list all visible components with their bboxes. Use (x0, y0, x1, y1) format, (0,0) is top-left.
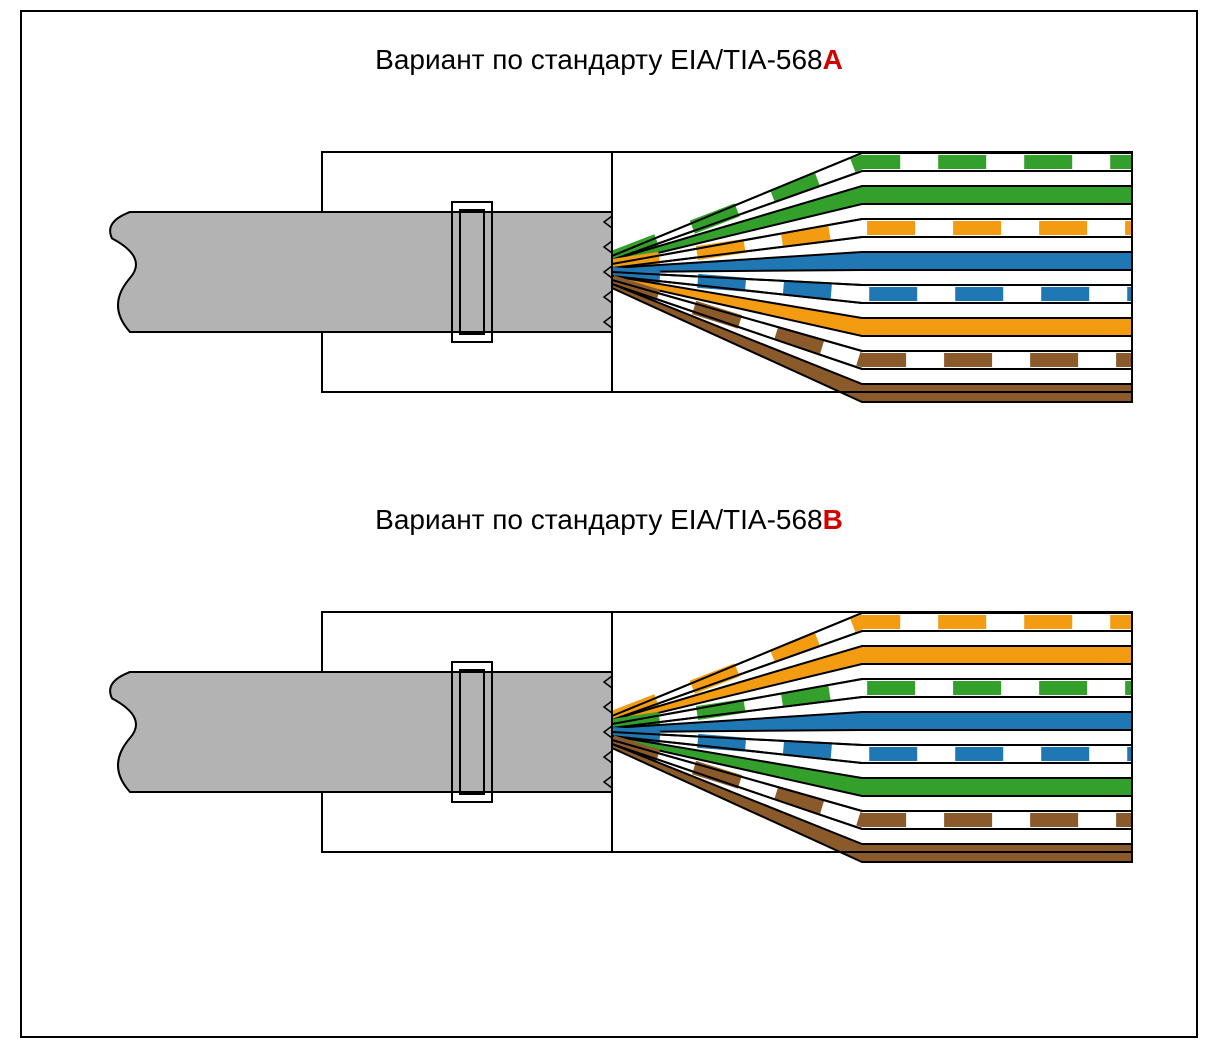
diagram-568b (22, 542, 1200, 922)
outer-frame: Вариант по стандарту EIA/TIA-568A Вариан… (20, 10, 1198, 1038)
title-568a: Вариант по стандарту EIA/TIA-568A (22, 44, 1196, 76)
title-568b-suffix: B (823, 504, 843, 535)
title-568b-prefix: Вариант по стандарту EIA/TIA-568 (375, 504, 822, 535)
title-568a-prefix: Вариант по стандарту EIA/TIA-568 (375, 44, 822, 75)
title-568a-suffix: A (823, 44, 843, 75)
diagram-568a (22, 82, 1200, 462)
title-568b: Вариант по стандарту EIA/TIA-568B (22, 504, 1196, 536)
